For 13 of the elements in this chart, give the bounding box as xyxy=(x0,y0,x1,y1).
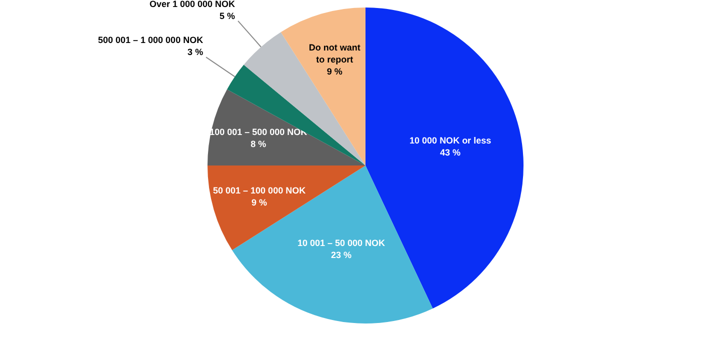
slice-label: Do not want to report xyxy=(308,42,360,64)
slice-label: 10 000 NOK or less xyxy=(410,136,492,146)
slice-label: 50 001 – 100 000 NOK xyxy=(213,185,306,196)
data-label: 23 % xyxy=(331,250,352,260)
data-label: 43 % xyxy=(440,148,461,158)
slice-label: 10 001 – 50 000 NOK xyxy=(297,238,386,248)
data-label: 5 % xyxy=(220,10,236,21)
data-label: 3 % xyxy=(188,47,204,58)
data-label: 9 % xyxy=(326,66,342,76)
slice-label: 500 001 – 1 000 000 NOK xyxy=(98,35,204,46)
slice-label: Over 1 000 000 NOK xyxy=(149,0,236,9)
data-label: 9 % xyxy=(252,197,268,208)
data-label: 8 % xyxy=(250,138,266,149)
